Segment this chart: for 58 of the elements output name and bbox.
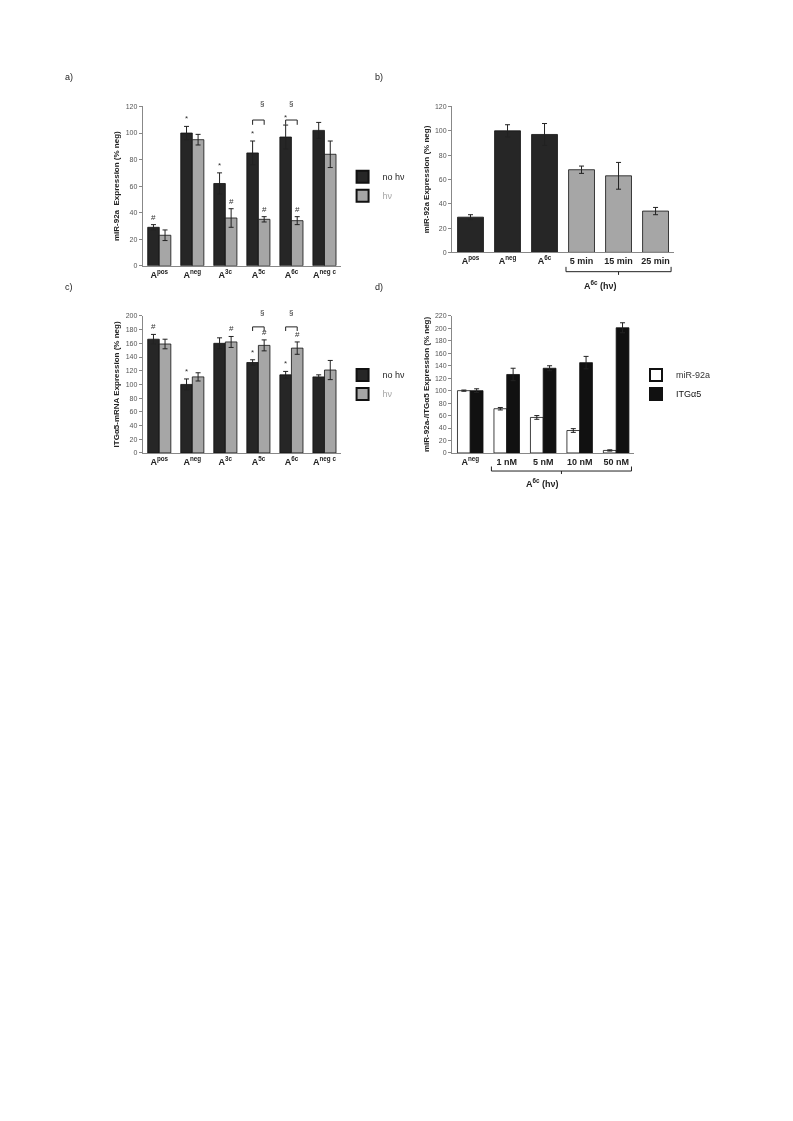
text: no hν [382,370,406,381]
legend-label: no hν [382,172,406,183]
y-axis-title: miR-92a Expression (% neg) [112,130,122,242]
x-tick-label: A$^{neg}$ [461,454,480,467]
x-tick-label: 1 nM [496,456,517,467]
data-label: * [218,161,222,170]
data-label: # [295,205,300,214]
text: a) [65,72,74,82]
annotation: § [260,308,265,317]
data-label: * [185,114,189,123]
text: c) [65,282,73,292]
data-label: * [251,129,255,138]
data-label: # [151,322,156,331]
data-label: * [185,367,189,376]
x-tick-label: A$^{neg}$ [183,454,202,467]
legend-label: hν [382,389,393,400]
x-tick-label: A$^{6c}$ [537,254,552,267]
text: b) [375,72,384,82]
x-tick-label: A$^{neg c}$ [312,454,337,467]
text: A$^{6c}$ (hν) [584,279,617,291]
legend-label: ITGα5 [675,389,702,400]
x-tick-label: A$^{neg}$ [183,267,202,280]
x-tick-label: A$^{3c}$ [218,267,233,280]
data-label: # [295,330,300,339]
x-tick-label: A$^{6c}$ [284,454,299,467]
x-tick-label: A$^{neg}$ [498,254,517,267]
x-tick-label: A$^{neg c}$ [312,267,337,280]
x-tick-label: A$^{3c}$ [218,454,233,467]
annotation: § [289,99,294,108]
x-tick-label: A$^{5c}$ [251,267,266,280]
x-tick-label: A$^{pos}$ [150,267,169,280]
x-tick-label: 25 min [641,256,670,267]
annotation: § [260,99,265,108]
text: d) [375,282,384,292]
data-label: # [262,205,267,214]
text: A$^{6c}$ (hν) [526,477,559,489]
data-label: # [262,328,267,337]
x-tick-label: 15 min [604,256,633,267]
x-tick-label: 10 nM [566,456,593,467]
x-tick-label: A$^{pos}$ [461,254,480,267]
legend-label: miR-92a [675,370,710,381]
x-tick-label: 50 nM [603,456,629,467]
x-tick-label: A$^{5c}$ [251,454,266,467]
data-label: * [284,359,288,368]
data-label: # [229,197,234,206]
x-tick-label: A$^{pos}$ [150,454,169,467]
x-tick-label: 5 min [569,256,594,267]
y-axis-title: miR-92a-/ITGα5 Expression (% neg) [421,316,431,453]
annotation: § [289,308,294,317]
y-axis-title: miR-92a Expression (% neg) [421,125,431,234]
legend-label: hν [382,191,393,202]
y-axis-title: ITGα5-mRNA Expression (% neg) [112,321,122,448]
data-label: * [251,348,255,357]
x-tick-label: 5 nM [532,456,554,467]
data-label: # [151,213,156,222]
data-label: * [284,113,288,122]
x-tick-label: A$^{6c}$ [284,267,299,280]
data-label: # [229,324,234,333]
